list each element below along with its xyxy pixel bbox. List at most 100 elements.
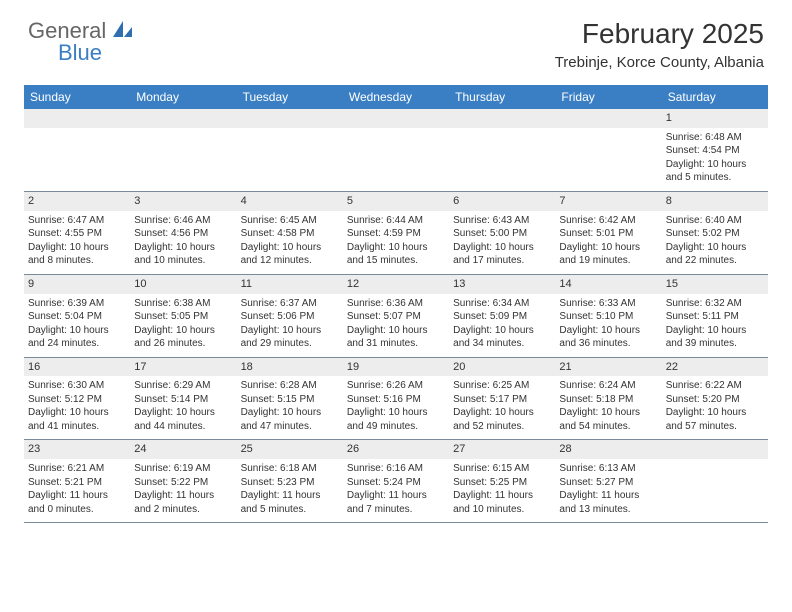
- day-cell: 23Sunrise: 6:21 AMSunset: 5:21 PMDayligh…: [24, 440, 130, 522]
- day-number: 17: [130, 358, 236, 377]
- day-number: 25: [237, 440, 343, 459]
- daylight-text-line2: and 2 minutes.: [134, 503, 232, 517]
- day-content: Sunrise: 6:16 AMSunset: 5:24 PMDaylight:…: [343, 459, 449, 522]
- daylight-text-line1: Daylight: 10 hours: [347, 241, 445, 255]
- day-number: [237, 109, 343, 128]
- sunrise-text: Sunrise: 6:43 AM: [453, 214, 551, 228]
- daylight-text-line2: and 10 minutes.: [453, 503, 551, 517]
- day-number: 6: [449, 192, 555, 211]
- week-row: 16Sunrise: 6:30 AMSunset: 5:12 PMDayligh…: [24, 358, 768, 441]
- weekday-header-row: SundayMondayTuesdayWednesdayThursdayFrid…: [24, 85, 768, 109]
- day-content: Sunrise: 6:26 AMSunset: 5:16 PMDaylight:…: [343, 376, 449, 439]
- sunset-text: Sunset: 5:17 PM: [453, 393, 551, 407]
- daylight-text-line1: Daylight: 10 hours: [134, 406, 232, 420]
- sunrise-text: Sunrise: 6:13 AM: [559, 462, 657, 476]
- day-content: Sunrise: 6:48 AMSunset: 4:54 PMDaylight:…: [662, 128, 768, 191]
- day-number: 1: [662, 109, 768, 128]
- sunrise-text: Sunrise: 6:38 AM: [134, 297, 232, 311]
- weekday-friday: Friday: [555, 85, 661, 109]
- sunset-text: Sunset: 5:18 PM: [559, 393, 657, 407]
- daylight-text-line1: Daylight: 10 hours: [666, 406, 764, 420]
- day-cell: 21Sunrise: 6:24 AMSunset: 5:18 PMDayligh…: [555, 358, 661, 440]
- day-number: 22: [662, 358, 768, 377]
- sunset-text: Sunset: 5:23 PM: [241, 476, 339, 490]
- daylight-text-line2: and 29 minutes.: [241, 337, 339, 351]
- day-cell: 19Sunrise: 6:26 AMSunset: 5:16 PMDayligh…: [343, 358, 449, 440]
- sunrise-text: Sunrise: 6:29 AM: [134, 379, 232, 393]
- weekday-tuesday: Tuesday: [237, 85, 343, 109]
- daylight-text-line2: and 13 minutes.: [559, 503, 657, 517]
- day-cell: 8Sunrise: 6:40 AMSunset: 5:02 PMDaylight…: [662, 192, 768, 274]
- week-row: 1Sunrise: 6:48 AMSunset: 4:54 PMDaylight…: [24, 109, 768, 192]
- daylight-text-line1: Daylight: 10 hours: [453, 241, 551, 255]
- day-cell: 1Sunrise: 6:48 AMSunset: 4:54 PMDaylight…: [662, 109, 768, 191]
- daylight-text-line1: Daylight: 10 hours: [666, 158, 764, 172]
- sunrise-text: Sunrise: 6:46 AM: [134, 214, 232, 228]
- sunset-text: Sunset: 5:06 PM: [241, 310, 339, 324]
- daylight-text-line1: Daylight: 10 hours: [347, 406, 445, 420]
- daylight-text-line2: and 15 minutes.: [347, 254, 445, 268]
- sunset-text: Sunset: 5:09 PM: [453, 310, 551, 324]
- daylight-text-line2: and 26 minutes.: [134, 337, 232, 351]
- day-content: Sunrise: 6:19 AMSunset: 5:22 PMDaylight:…: [130, 459, 236, 522]
- day-cell: 27Sunrise: 6:15 AMSunset: 5:25 PMDayligh…: [449, 440, 555, 522]
- daylight-text-line2: and 31 minutes.: [347, 337, 445, 351]
- day-cell-empty: [662, 440, 768, 522]
- day-cell: 16Sunrise: 6:30 AMSunset: 5:12 PMDayligh…: [24, 358, 130, 440]
- daylight-text-line1: Daylight: 10 hours: [559, 241, 657, 255]
- sunset-text: Sunset: 5:04 PM: [28, 310, 126, 324]
- day-cell-empty: [237, 109, 343, 191]
- day-cell: 3Sunrise: 6:46 AMSunset: 4:56 PMDaylight…: [130, 192, 236, 274]
- weekday-saturday: Saturday: [662, 85, 768, 109]
- daylight-text-line2: and 19 minutes.: [559, 254, 657, 268]
- sunrise-text: Sunrise: 6:47 AM: [28, 214, 126, 228]
- daylight-text-line1: Daylight: 10 hours: [28, 241, 126, 255]
- daylight-text-line2: and 36 minutes.: [559, 337, 657, 351]
- day-content: Sunrise: 6:36 AMSunset: 5:07 PMDaylight:…: [343, 294, 449, 357]
- daylight-text-line2: and 34 minutes.: [453, 337, 551, 351]
- day-cell-empty: [24, 109, 130, 191]
- day-content: Sunrise: 6:29 AMSunset: 5:14 PMDaylight:…: [130, 376, 236, 439]
- calendar: SundayMondayTuesdayWednesdayThursdayFrid…: [24, 85, 768, 523]
- sunrise-text: Sunrise: 6:18 AM: [241, 462, 339, 476]
- sunrise-text: Sunrise: 6:19 AM: [134, 462, 232, 476]
- day-number: 4: [237, 192, 343, 211]
- sunrise-text: Sunrise: 6:26 AM: [347, 379, 445, 393]
- sunset-text: Sunset: 4:56 PM: [134, 227, 232, 241]
- daylight-text-line2: and 7 minutes.: [347, 503, 445, 517]
- daylight-text-line2: and 5 minutes.: [241, 503, 339, 517]
- week-row: 2Sunrise: 6:47 AMSunset: 4:55 PMDaylight…: [24, 192, 768, 275]
- daylight-text-line2: and 41 minutes.: [28, 420, 126, 434]
- day-cell: 6Sunrise: 6:43 AMSunset: 5:00 PMDaylight…: [449, 192, 555, 274]
- sunset-text: Sunset: 4:59 PM: [347, 227, 445, 241]
- day-cell-empty: [555, 109, 661, 191]
- sunset-text: Sunset: 5:22 PM: [134, 476, 232, 490]
- daylight-text-line2: and 22 minutes.: [666, 254, 764, 268]
- day-content: Sunrise: 6:32 AMSunset: 5:11 PMDaylight:…: [662, 294, 768, 357]
- day-cell: 17Sunrise: 6:29 AMSunset: 5:14 PMDayligh…: [130, 358, 236, 440]
- daylight-text-line2: and 12 minutes.: [241, 254, 339, 268]
- sunrise-text: Sunrise: 6:32 AM: [666, 297, 764, 311]
- day-cell: 20Sunrise: 6:25 AMSunset: 5:17 PMDayligh…: [449, 358, 555, 440]
- day-content: Sunrise: 6:39 AMSunset: 5:04 PMDaylight:…: [24, 294, 130, 357]
- sunset-text: Sunset: 5:21 PM: [28, 476, 126, 490]
- day-number: 23: [24, 440, 130, 459]
- day-number: 27: [449, 440, 555, 459]
- day-content: Sunrise: 6:33 AMSunset: 5:10 PMDaylight:…: [555, 294, 661, 357]
- title-location: Trebinje, Korce County, Albania: [555, 54, 764, 71]
- daylight-text-line2: and 39 minutes.: [666, 337, 764, 351]
- sunrise-text: Sunrise: 6:37 AM: [241, 297, 339, 311]
- sunrise-text: Sunrise: 6:15 AM: [453, 462, 551, 476]
- daylight-text-line2: and 8 minutes.: [28, 254, 126, 268]
- day-cell-empty: [343, 109, 449, 191]
- day-number: [555, 109, 661, 128]
- logo-sail-icon: [112, 19, 134, 44]
- daylight-text-line1: Daylight: 11 hours: [28, 489, 126, 503]
- daylight-text-line2: and 44 minutes.: [134, 420, 232, 434]
- day-cell: 2Sunrise: 6:47 AMSunset: 4:55 PMDaylight…: [24, 192, 130, 274]
- daylight-text-line2: and 17 minutes.: [453, 254, 551, 268]
- sunrise-text: Sunrise: 6:44 AM: [347, 214, 445, 228]
- day-number: 19: [343, 358, 449, 377]
- sunset-text: Sunset: 5:15 PM: [241, 393, 339, 407]
- weeks-container: 1Sunrise: 6:48 AMSunset: 4:54 PMDaylight…: [24, 109, 768, 523]
